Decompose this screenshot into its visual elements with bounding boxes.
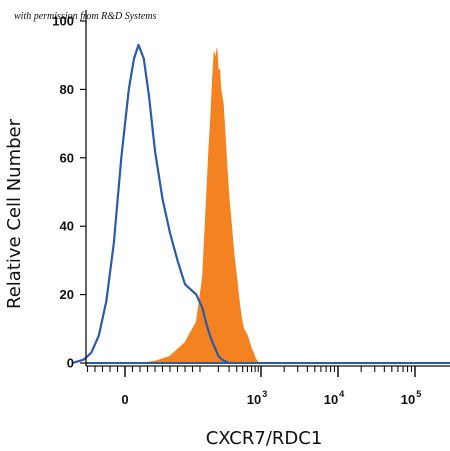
y-tick-label: 20	[60, 287, 74, 302]
y-tick-label: 60	[60, 150, 74, 165]
series-layer	[72, 43, 450, 365]
y-tick-label: 40	[60, 219, 74, 234]
x-tick-label: 103	[247, 389, 267, 407]
watermark-text: with permission from R&D Systems	[14, 11, 157, 22]
x-tick-exponent: 3	[262, 389, 267, 399]
x-tick-exponent: 4	[339, 389, 344, 399]
y-tick-label: 0	[67, 356, 74, 371]
x-axis: 0 103 104 105	[86, 366, 421, 407]
y-axis-label: Relative Cell Number	[4, 118, 25, 309]
x-tick-label: 0	[121, 392, 128, 407]
series-0-filled-histogram	[139, 48, 261, 364]
x-tick-label: 104	[324, 389, 344, 407]
y-axis: 0 20 40 60 80 100	[52, 14, 86, 371]
x-tick-label: 105	[401, 389, 421, 407]
plot-frame	[85, 10, 450, 367]
series-1-outline-histogram	[72, 43, 230, 365]
y-tick-label: 100	[52, 14, 74, 29]
x-axis-label: CXCR7/RDC1	[206, 428, 323, 449]
y-tick-label: 80	[60, 82, 74, 97]
x-tick-exponent: 5	[416, 389, 421, 399]
